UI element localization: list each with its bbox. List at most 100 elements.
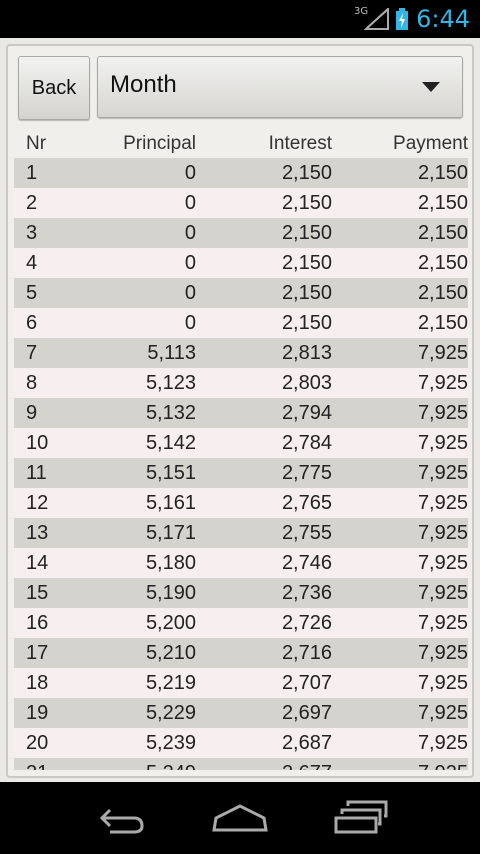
cell-nr: 18 [26, 672, 49, 694]
cell-payment: 7,925 [417, 702, 468, 724]
cell-nr: 16 [26, 612, 49, 634]
cell-interest: 2,746 [281, 552, 332, 574]
cell-interest: 2,150 [281, 282, 332, 304]
schedule-panel: Back Month Nr Principal Interest Payment… [6, 44, 474, 778]
table-row[interactable]: 10 5,142 2,784 7,925 [14, 428, 468, 458]
cell-payment: 7,925 [417, 732, 468, 754]
cell-payment: 7,925 [417, 612, 468, 634]
cell-payment: 2,150 [417, 192, 468, 214]
table-row[interactable]: 18 5,219 2,707 7,925 [14, 668, 468, 698]
cell-payment: 7,925 [417, 372, 468, 394]
network-type-label: 3G [353, 5, 369, 17]
back-button[interactable]: Back [18, 56, 90, 120]
cell-principal: 0 [184, 252, 196, 274]
signal-icon [364, 8, 390, 30]
header-nr: Nr [26, 133, 47, 154]
table-row[interactable]: 12 5,161 2,765 7,925 [14, 488, 468, 518]
recent-apps-icon[interactable] [330, 796, 390, 840]
period-dropdown[interactable]: Month [97, 56, 463, 118]
cell-principal: 5,249 [84, 758, 196, 770]
table-row[interactable]: 4 0 2,150 2,150 [14, 248, 468, 278]
cell-principal: 0 [184, 222, 196, 244]
cell-interest: 2,813 [281, 342, 332, 364]
status-bar: 3G 6:44 [0, 0, 480, 38]
cell-payment: 7,925 [417, 552, 468, 574]
cell-principal: 5,142 [145, 432, 196, 454]
cell-payment: 2,150 [417, 282, 468, 304]
header-interest: Interest [268, 133, 332, 154]
cell-payment: 7,925 [417, 432, 468, 454]
cell-nr: 15 [26, 582, 49, 604]
toolbar: Back Month [8, 46, 472, 130]
cell-interest: 2,677 [196, 758, 332, 770]
table-row[interactable]: 16 5,200 2,726 7,925 [14, 608, 468, 638]
table-row[interactable]: 9 5,132 2,794 7,925 [14, 398, 468, 428]
cell-principal: 5,123 [145, 372, 196, 394]
table-row[interactable]: 215,2492,6777,925 [14, 758, 468, 770]
cell-principal: 5,229 [145, 702, 196, 724]
cell-payment: 2,150 [417, 222, 468, 244]
back-icon[interactable] [90, 796, 150, 840]
table-row[interactable]: 1 0 2,150 2,150 [14, 158, 468, 188]
home-icon[interactable] [210, 796, 270, 840]
header-principal: Principal [123, 133, 196, 154]
table-row[interactable]: 6 0 2,150 2,150 [14, 308, 468, 338]
table-row[interactable]: 13 5,171 2,755 7,925 [14, 518, 468, 548]
table-row[interactable]: 5 0 2,150 2,150 [14, 278, 468, 308]
cell-nr: 12 [26, 492, 49, 514]
period-dropdown-value: Month [110, 71, 177, 98]
cell-interest: 2,687 [281, 732, 332, 754]
cell-principal: 5,200 [145, 612, 196, 634]
cell-principal: 0 [184, 162, 196, 184]
cell-principal: 5,132 [145, 402, 196, 424]
table-row[interactable]: 14 5,180 2,746 7,925 [14, 548, 468, 578]
table-row[interactable]: 8 5,123 2,803 7,925 [14, 368, 468, 398]
cell-interest: 2,697 [281, 702, 332, 724]
table-row[interactable]: 20 5,239 2,687 7,925 [14, 728, 468, 758]
cell-interest: 2,150 [281, 222, 332, 244]
cell-principal: 5,171 [145, 522, 196, 544]
dropdown-arrow-icon [422, 82, 440, 92]
table-row[interactable]: 11 5,151 2,775 7,925 [14, 458, 468, 488]
cell-interest: 2,726 [281, 612, 332, 634]
cell-interest: 2,755 [281, 522, 332, 544]
cell-nr: 19 [26, 702, 49, 724]
cell-nr: 14 [26, 552, 49, 574]
amortization-table[interactable]: Nr Principal Interest Payment 1 0 2,150 2,1… [14, 130, 468, 770]
cell-nr: 8 [26, 372, 38, 394]
cell-nr: 2 [26, 192, 38, 214]
cell-interest: 2,150 [281, 312, 332, 334]
cell-nr: 3 [26, 222, 38, 244]
cell-interest: 2,150 [281, 162, 332, 184]
cell-payment: 7,925 [332, 758, 468, 770]
table-row[interactable]: 2 0 2,150 2,150 [14, 188, 468, 218]
cell-payment: 2,150 [417, 162, 468, 184]
cell-interest: 2,150 [281, 252, 332, 274]
cell-principal: 5,210 [145, 642, 196, 664]
table-row[interactable]: 17 5,210 2,716 7,925 [14, 638, 468, 668]
cell-principal: 0 [184, 312, 196, 334]
cell-principal: 5,239 [145, 732, 196, 754]
cell-nr: 17 [26, 642, 49, 664]
cell-interest: 2,775 [281, 462, 332, 484]
cell-nr: 6 [26, 312, 38, 334]
cell-interest: 2,803 [281, 372, 332, 394]
cell-principal: 5,180 [145, 552, 196, 574]
cell-nr: 9 [26, 402, 38, 424]
cell-payment: 7,925 [417, 642, 468, 664]
table-row[interactable]: 15 5,190 2,736 7,925 [14, 578, 468, 608]
cell-interest: 2,794 [281, 402, 332, 424]
cell-payment: 7,925 [417, 342, 468, 364]
cell-nr: 1 [26, 162, 38, 184]
battery-charging-icon [396, 8, 409, 30]
cell-interest: 2,736 [281, 582, 332, 604]
cell-nr: 11 [26, 462, 47, 484]
cell-interest: 2,150 [281, 192, 332, 214]
cell-payment: 7,925 [417, 582, 468, 604]
cell-nr: 7 [26, 342, 38, 364]
table-row[interactable]: 3 0 2,150 2,150 [14, 218, 468, 248]
table-row[interactable]: 7 5,113 2,813 7,925 [14, 338, 468, 368]
table-row[interactable]: 19 5,229 2,697 7,925 [14, 698, 468, 728]
cell-nr: 4 [26, 252, 38, 274]
cell-nr: 21 [14, 758, 84, 770]
